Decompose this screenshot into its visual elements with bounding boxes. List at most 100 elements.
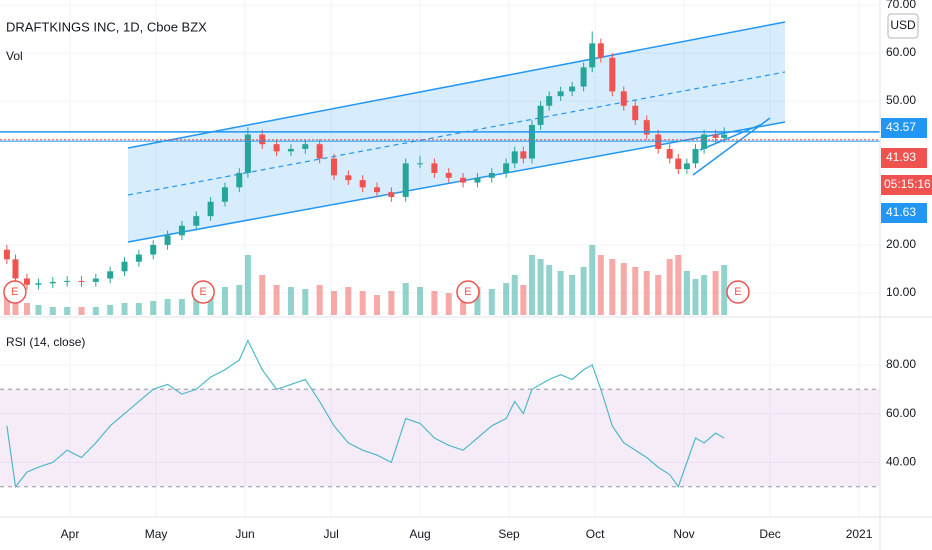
- volume-bar: [35, 305, 42, 315]
- volume-bar: [597, 255, 604, 315]
- earnings-label: E: [199, 286, 206, 298]
- rsi-title: RSI (14, close): [6, 335, 85, 349]
- candle-body: [374, 187, 381, 193]
- volume-bar: [150, 301, 157, 315]
- volume-bar: [64, 307, 71, 315]
- candle-body: [388, 192, 395, 197]
- volume-bar: [135, 303, 142, 315]
- volume-bar: [23, 303, 30, 315]
- candle-body: [675, 158, 682, 170]
- volume-bar: [528, 255, 535, 315]
- volume-bar: [374, 295, 381, 315]
- price-label: 43.57: [886, 120, 916, 134]
- candle-body: [417, 163, 424, 165]
- currency-box[interactable]: [887, 13, 919, 39]
- volume-bar: [675, 255, 682, 315]
- volume-bar: [302, 289, 309, 315]
- x-tick-label: Dec: [759, 527, 780, 541]
- candle-body: [474, 177, 481, 183]
- volume-bar: [589, 245, 596, 315]
- candle-body: [35, 283, 42, 285]
- candle-body: [150, 244, 157, 255]
- candle-body: [107, 271, 114, 279]
- x-tick-label: Nov: [673, 527, 694, 541]
- price-label-box: [881, 118, 927, 138]
- candle-body: [135, 254, 142, 262]
- candle-body: [207, 201, 214, 217]
- currency[interactable]: USD: [890, 18, 916, 32]
- volume-bar: [460, 291, 467, 315]
- earnings-label: E: [734, 286, 741, 298]
- volume-bar: [259, 275, 266, 315]
- price-label: 41.93: [886, 150, 916, 164]
- volume-bar: [546, 265, 553, 315]
- candle-body: [528, 124, 535, 159]
- candle-body: [666, 148, 673, 159]
- x-tick-label: Aug: [409, 527, 430, 541]
- volume-bar: [417, 287, 424, 315]
- candle-body: [236, 172, 243, 188]
- volume-bar: [511, 275, 518, 315]
- grid: [0, 0, 880, 517]
- rsi-line: [6, 339, 725, 489]
- channel-upper: [127, 21, 786, 149]
- volume-bar: [345, 287, 352, 315]
- volume-bar: [236, 285, 243, 315]
- volume-bar: [121, 303, 128, 315]
- volume-bar: [445, 293, 452, 315]
- candle-body: [221, 187, 228, 202]
- channel-lower: [127, 121, 786, 243]
- candle-body: [49, 281, 56, 284]
- candle-body: [643, 120, 650, 135]
- y-tick-label: 60.00: [886, 45, 916, 59]
- candle-body: [557, 91, 564, 97]
- volume-bar: [488, 289, 495, 315]
- y-tick-label: 10.00: [886, 285, 916, 299]
- candle-body: [488, 172, 495, 178]
- price-label-box: [881, 203, 927, 223]
- candle-body: [259, 134, 266, 145]
- candle-body: [537, 105, 544, 125]
- wedge-line: [692, 117, 771, 176]
- candle-body: [511, 151, 518, 164]
- candle-body: [655, 134, 662, 149]
- candle-body: [683, 163, 690, 170]
- candle-body: [721, 134, 728, 138]
- candle-body: [692, 148, 699, 164]
- volume-bar: [520, 285, 527, 315]
- volume-bar: [632, 267, 639, 315]
- volume-bar: [557, 271, 564, 315]
- candle-body: [3, 249, 10, 260]
- chart-title: DRAFTKINGS INC, 1D, Cboe BZX: [6, 19, 207, 34]
- volume-bar: [474, 287, 481, 315]
- volume-bar: [49, 307, 56, 315]
- volume-bar: [643, 271, 650, 315]
- candle-body: [92, 278, 99, 282]
- volume-bar: [12, 299, 19, 315]
- candle-body: [569, 86, 576, 92]
- volume-bar: [620, 263, 627, 315]
- volume-bar: [273, 285, 280, 315]
- candle-body: [12, 259, 19, 279]
- volume-bar: [569, 275, 576, 315]
- candle-body: [445, 172, 452, 178]
- volume-bar: [655, 275, 662, 315]
- volume-bar: [207, 291, 214, 315]
- volume-bar: [330, 291, 337, 315]
- volume-bar: [712, 271, 719, 315]
- candle-body: [580, 67, 587, 87]
- candle-body: [302, 144, 309, 149]
- volume-bar: [503, 283, 510, 315]
- countdown: 05:15:16: [884, 177, 931, 191]
- y-tick-label: 20.00: [886, 237, 916, 251]
- wedge-line: [699, 124, 761, 151]
- price-label: 41.63: [886, 205, 916, 219]
- x-tick-label: Sep: [498, 527, 520, 541]
- rsi-band: [0, 389, 880, 487]
- earnings-marker: [3, 280, 27, 304]
- candle-body: [330, 158, 337, 176]
- x-tick-label: May: [145, 527, 168, 541]
- y-tick-label: 80.00: [886, 357, 916, 371]
